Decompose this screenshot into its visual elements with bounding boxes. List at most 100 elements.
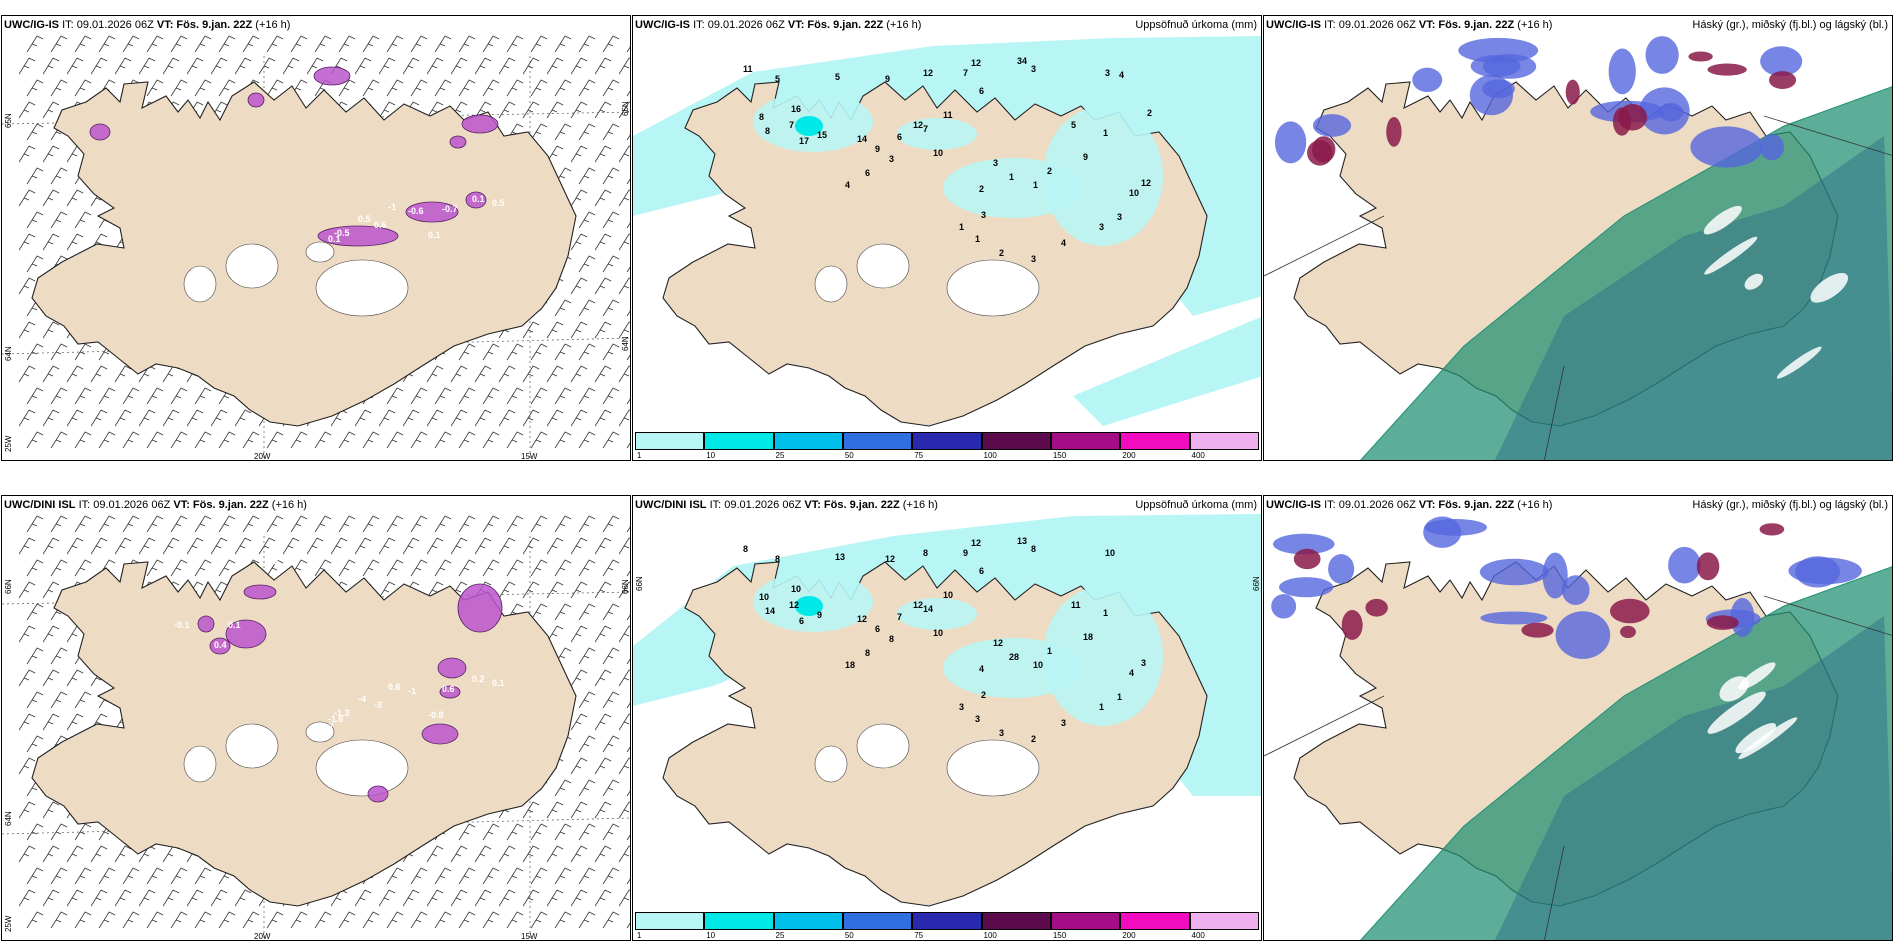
wind-barb — [434, 387, 452, 405]
cloud-map-panel-top: UWC/IG-IS IT: 09.01.2026 06Z VT: Fös. 9.… — [1263, 15, 1893, 461]
value-label: 6 — [865, 168, 870, 178]
wind-barb — [26, 691, 44, 709]
wind-barb — [506, 431, 524, 449]
wind-barb — [578, 299, 596, 317]
snow-cover — [183, 721, 409, 797]
wind-barb — [306, 57, 324, 75]
wind-barb — [626, 658, 630, 665]
wind-barb — [530, 603, 548, 621]
wind-barb — [594, 845, 612, 863]
value-label: 4 — [1061, 238, 1066, 248]
value-label: 14 — [923, 604, 933, 614]
cloud-map-top-canvas — [1264, 36, 1892, 460]
wind-barb — [482, 343, 500, 361]
wind-barb — [546, 625, 564, 643]
wind-barb — [194, 431, 212, 449]
value-label: 0.4 — [214, 640, 227, 650]
value-label: -1.7 — [318, 722, 334, 732]
value-label: 34 — [1017, 56, 1027, 66]
wind-barb — [618, 801, 630, 819]
wind-barb — [42, 233, 60, 251]
wind-barb — [306, 537, 324, 555]
mid-cloud-blob — [1639, 87, 1690, 135]
wind-barb — [26, 255, 44, 273]
wind-barb — [570, 57, 588, 75]
wind-barb — [626, 834, 630, 841]
wind-barb — [434, 515, 452, 533]
snow-patch — [305, 721, 335, 743]
wind-barb — [578, 559, 596, 577]
axis-label: 20W — [254, 452, 271, 461]
high-cloud-blob — [1688, 51, 1713, 62]
high-cloud-blob — [1707, 63, 1747, 76]
wind-barb — [138, 889, 156, 907]
colorbar-tick-label: 75 — [914, 931, 924, 940]
value-label: 12 — [857, 614, 867, 624]
wind-barb — [522, 889, 540, 907]
wind-barb — [42, 145, 60, 163]
wind-barb — [98, 387, 116, 405]
colorbar-tick-label: 1 — [636, 451, 642, 460]
wind-barb — [474, 409, 492, 427]
wind-barb — [362, 559, 380, 577]
snow-patch — [315, 739, 409, 797]
wind-barb — [434, 867, 452, 885]
wind-barb — [98, 515, 116, 533]
wind-barb — [426, 101, 444, 119]
wind-barb — [498, 365, 516, 383]
wind-barb — [26, 211, 44, 229]
wind-barb — [90, 713, 108, 731]
wind-barb — [578, 867, 596, 885]
value-label: -1.6 — [328, 714, 344, 724]
colorbar-tick-label: 150 — [1052, 451, 1067, 460]
wind-barb — [602, 647, 620, 665]
wind-barb — [26, 431, 44, 449]
wind-barb — [122, 911, 140, 929]
value-label: 3 — [1099, 222, 1104, 232]
colorbar-swatch — [1120, 912, 1190, 930]
wind-barb — [410, 35, 428, 53]
precip-map-panel-bottom: 12 13 8 8 13 12 8 9 6 8 10 10 10 14 12 6 9 12 12 7 6 14 10 10 8 8… — [632, 495, 1262, 941]
value-label: 0.1 — [228, 620, 241, 630]
wind-barb — [530, 123, 548, 141]
value-label: 8 — [759, 112, 764, 122]
wind-barb — [602, 167, 620, 185]
wind-barb — [122, 867, 140, 885]
axis-label: 66N — [621, 579, 630, 594]
value-label: 13 — [1017, 536, 1027, 546]
wind-barb — [602, 779, 620, 797]
wind-barb — [482, 431, 500, 449]
mid-cloud-blob — [1312, 114, 1352, 137]
cloud-layers — [1264, 516, 1892, 940]
colorbar-tick-label: 25 — [775, 451, 785, 460]
colorbar-swatch — [773, 912, 843, 930]
wind-barb — [626, 178, 630, 185]
wind-barb — [42, 713, 60, 731]
value-label: 2 — [1147, 108, 1152, 118]
cloud-map-bottom-canvas — [1264, 516, 1892, 940]
wind-barb — [114, 889, 132, 907]
instability-blob — [457, 583, 503, 633]
wind-barb — [570, 321, 588, 339]
value-label: 4 — [1129, 668, 1134, 678]
wind-barb — [266, 559, 284, 577]
value-label: 0.6 — [374, 220, 387, 230]
value-label: 18 — [845, 660, 855, 670]
wind-barb — [18, 409, 36, 427]
wind-barb — [506, 515, 524, 533]
wind-barb — [290, 515, 308, 533]
mid-cloud-blob — [1479, 558, 1549, 586]
clear-gap — [1735, 723, 1777, 754]
wind-barb — [546, 57, 564, 75]
wind-barb — [290, 35, 308, 53]
wind-barb — [618, 145, 630, 163]
wind-barb — [90, 409, 108, 427]
value-label: -0.6 — [408, 206, 424, 216]
wind-barb — [66, 189, 84, 207]
wind-barb — [42, 57, 60, 75]
colorbar-tick-label: 25 — [775, 931, 785, 940]
wind-barb — [434, 559, 452, 577]
wind-barb — [18, 757, 36, 775]
wind-barb — [594, 625, 612, 643]
wind-barb — [162, 365, 180, 383]
